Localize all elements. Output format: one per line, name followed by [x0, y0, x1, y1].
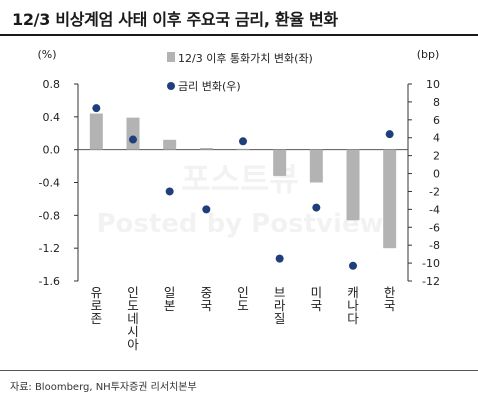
- legend-bar-swatch: [167, 52, 175, 62]
- bar-일본: [163, 139, 177, 150]
- bar-한국: [383, 149, 397, 249]
- point-일본: [165, 187, 174, 196]
- right-axis-tick-label: 8: [433, 96, 440, 109]
- source-note: 자료: Bloomberg, NH투자증권 리서치본부: [10, 382, 197, 393]
- left-axis-tick-label: -0.4: [39, 177, 60, 190]
- chart-area: 포스트뷰 Posted by Postview 0.8 0.4 0.0 -0.4 -0.…: [37, 48, 440, 352]
- title-divider: [0, 34, 478, 36]
- right-axis-tick-label: -12: [422, 275, 440, 288]
- left-axis-tick-label: -0.8: [39, 209, 60, 222]
- left-axis-tick-label: -1.2: [39, 242, 60, 255]
- point-인도네시아: [129, 135, 137, 144]
- watermark-tagline: Posted by Postview: [96, 209, 383, 239]
- point-미국: [312, 203, 321, 212]
- right-axis-tick-label: 2: [433, 150, 440, 163]
- right-axis-tick-label: -6: [429, 221, 440, 234]
- left-axis-tick-label: -1.6: [39, 275, 60, 288]
- right-axis-tick-label: -10: [422, 257, 440, 270]
- watermark: 포스트뷰 Posted by Postview: [96, 160, 383, 239]
- legend-bar-label: 12/3 이후 통화가치 변화(좌): [178, 52, 313, 65]
- bar-인도네시아: [126, 117, 140, 150]
- left-axis-tick-label: 0.0: [43, 144, 61, 157]
- point-중국: [202, 205, 211, 214]
- right-axis-tick-label: 0: [433, 168, 440, 181]
- point-인도: [239, 137, 247, 146]
- left-axis-tick-label: 0.4: [43, 111, 61, 124]
- bar-인도: [236, 148, 250, 150]
- right-axis-tick-label: 4: [433, 132, 440, 145]
- left-axis-tick-label: 0.8: [43, 78, 61, 91]
- bar-중국: [199, 148, 213, 150]
- point-한국: [385, 130, 394, 139]
- right-axis-tick-label: -8: [429, 239, 440, 252]
- right-axis-tick-label: -2: [429, 185, 440, 198]
- right-axis-unit: (bp): [417, 48, 440, 61]
- right-axis-tick-label: -4: [429, 203, 440, 216]
- right-axis-tick-label: 10: [426, 78, 440, 91]
- right-axis-tick-label: 6: [433, 114, 440, 127]
- bar-미국: [309, 149, 323, 183]
- point-캐나다: [349, 261, 357, 270]
- legend-point-swatch: [167, 82, 175, 90]
- point-유로존: [92, 104, 101, 113]
- bar-유로존: [89, 113, 103, 150]
- left-axis-unit: (%): [37, 48, 56, 61]
- bar-캐나다: [346, 149, 360, 221]
- bar-브라질: [273, 149, 287, 176]
- footer-divider: [0, 370, 478, 371]
- legend-point-label: 금리 변화(우): [178, 80, 241, 93]
- point-브라질: [275, 254, 284, 263]
- chart-title: 12/3 비상계엄 사태 이후 주요국 금리, 환율 변화: [12, 10, 338, 29]
